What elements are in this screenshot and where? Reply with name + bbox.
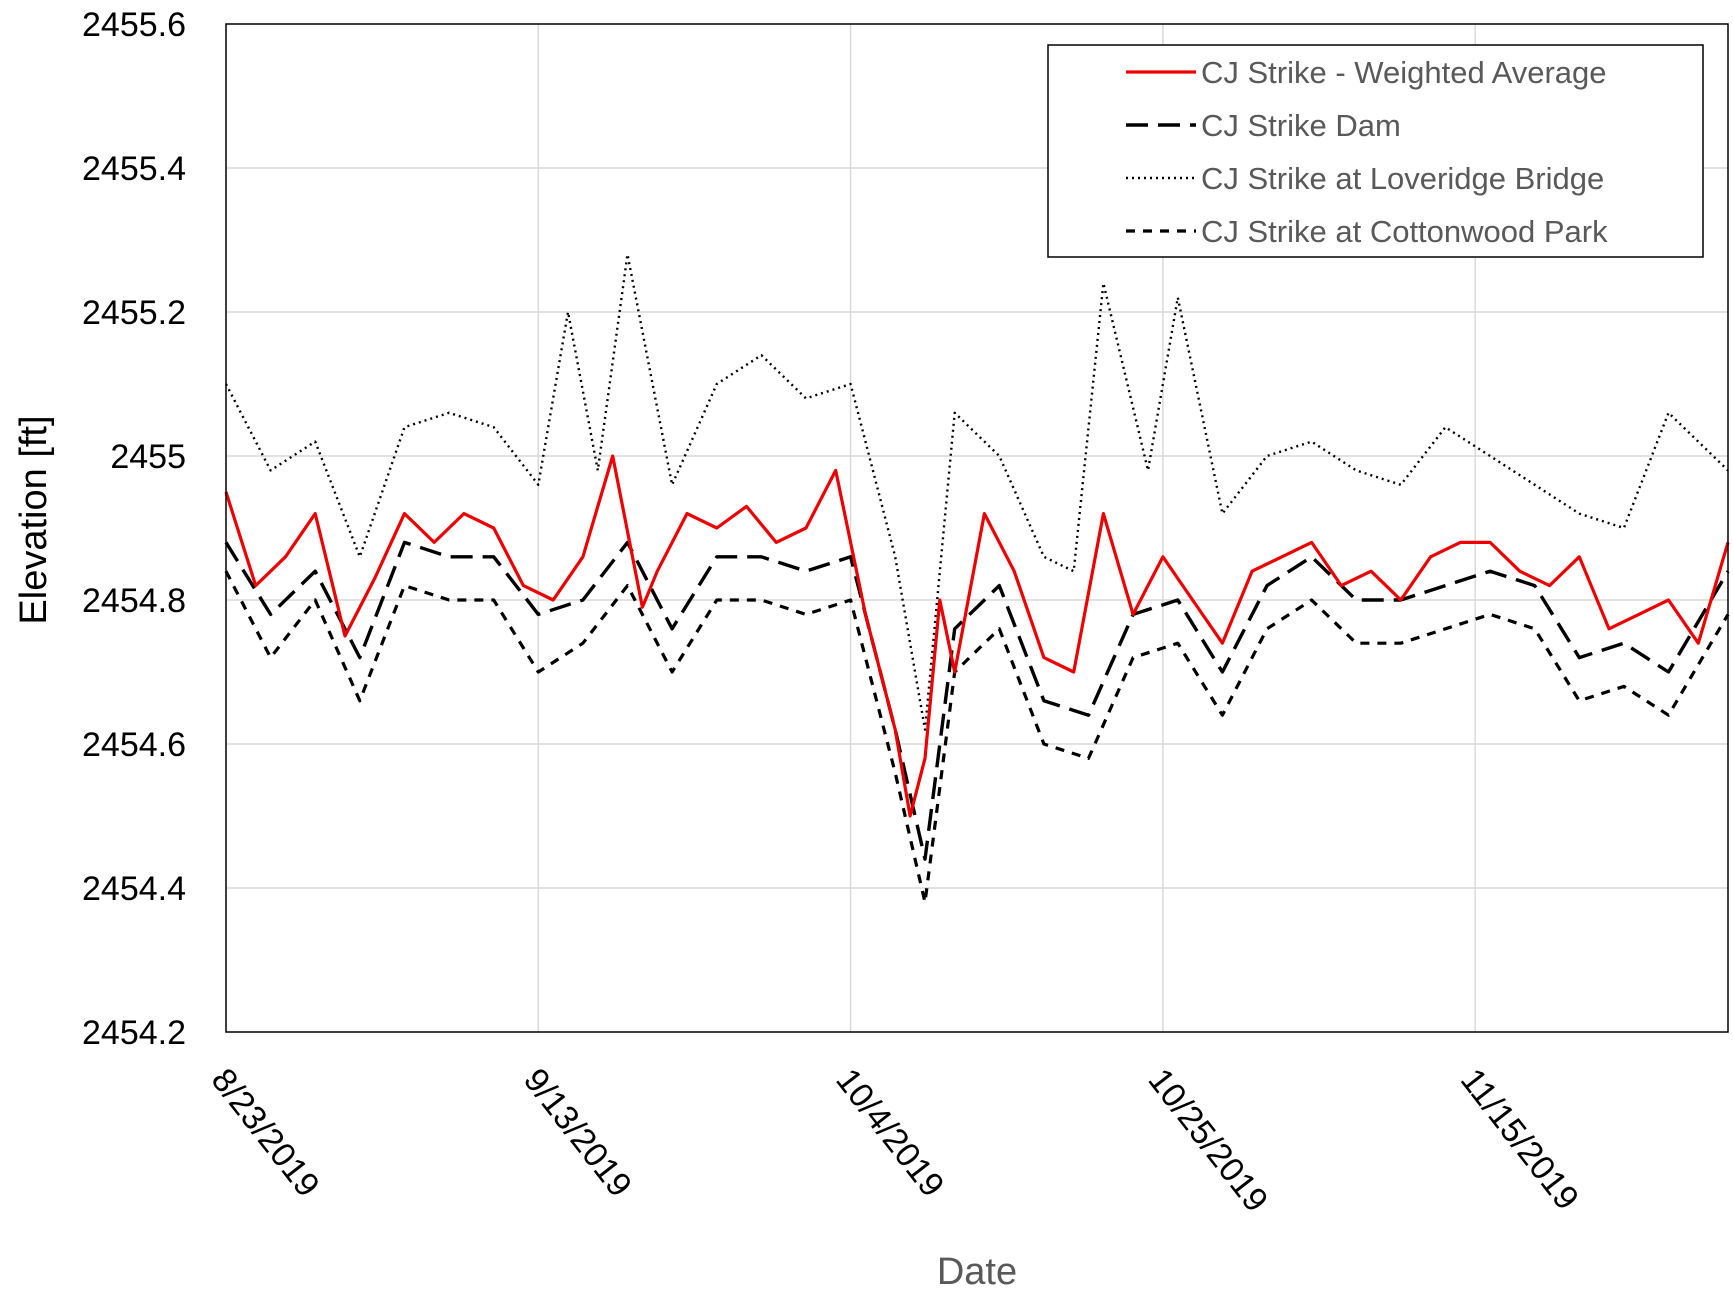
y-tick-labels: 2454.2 2454.4 2454.6 2454.8 2455 2455.2 2455.4… bbox=[82, 6, 186, 1052]
y-tick-label: 2454.4 bbox=[82, 870, 186, 908]
y-tick-label: 2455.2 bbox=[82, 294, 186, 332]
y-tick-label: 2455.6 bbox=[82, 6, 186, 44]
y-tick-label: 2454.8 bbox=[82, 582, 186, 620]
y-tick-label: 2455 bbox=[110, 438, 186, 476]
y-tick-label: 2454.2 bbox=[82, 1014, 186, 1052]
legend: CJ Strike - Weighted Average CJ Strike Da… bbox=[1047, 44, 1704, 258]
series-line-0 bbox=[224, 454, 1730, 818]
series-line-2 bbox=[224, 253, 1729, 731]
plot-area-border bbox=[225, 23, 1729, 1033]
y-tick-label: 2455.4 bbox=[82, 150, 186, 188]
series-layer bbox=[224, 253, 1730, 905]
legend-entry-label: CJ Strike - Weighted Average bbox=[1201, 55, 1607, 90]
legend-entry-label: CJ Strike at Cottonwood Park bbox=[1201, 214, 1608, 249]
legend-entry-label: CJ Strike Dam bbox=[1201, 108, 1401, 143]
series-line-1 bbox=[224, 540, 1730, 861]
legend-box bbox=[1047, 44, 1704, 258]
y-axis-title: Elevation [ft] bbox=[13, 415, 55, 624]
x-axis-title: Date bbox=[937, 1251, 1017, 1293]
y-tick-label: 2454.6 bbox=[82, 726, 186, 764]
legend-entry-label: CJ Strike at Loveridge Bridge bbox=[1201, 161, 1604, 196]
